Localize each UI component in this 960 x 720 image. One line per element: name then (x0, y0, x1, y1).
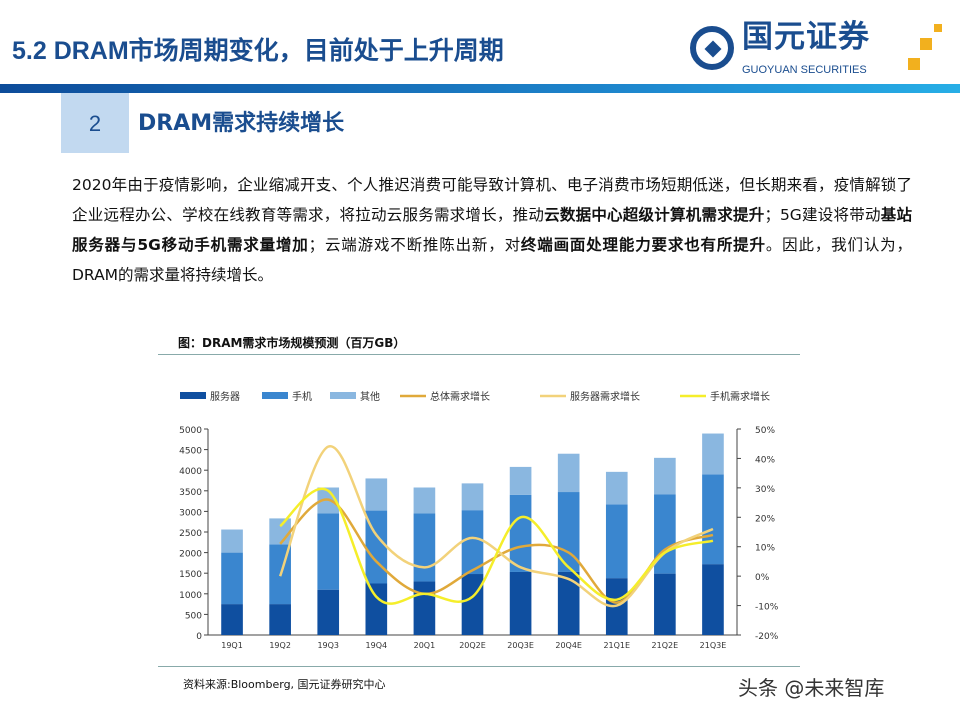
legend-swatch (262, 392, 288, 399)
y2-tick-label: 20% (755, 514, 775, 524)
bar-server (461, 574, 484, 635)
y-tick-label: 5000 (179, 426, 202, 436)
legend-swatch (330, 392, 356, 399)
company-logo: 国元证券 GUOYUAN SECURITIES (690, 20, 955, 82)
y-tick-label: 2000 (179, 550, 202, 560)
legend-label: 手机 (292, 390, 312, 403)
body-paragraph: 2020年由于疫情影响，企业缩减开支、个人推迟消费可能导致计算机、电子消费市场短… (72, 170, 912, 290)
y-tick-label: 1500 (179, 570, 202, 580)
header-band (0, 84, 960, 93)
bar-server (509, 571, 532, 635)
y2-tick-label: -20% (755, 632, 779, 642)
x-tick-label: 20Q4E (555, 641, 582, 650)
emphasis-text: 基站服务器与5G移动手机需求量增加 (72, 206, 912, 254)
y2-tick-label: 10% (755, 544, 775, 554)
logo-emblem-icon (690, 26, 734, 70)
bar-mobile (702, 474, 724, 565)
y2-tick-label: 0% (755, 573, 770, 583)
legend-label: 手机需求增长 (710, 390, 770, 403)
x-tick-label: 20Q3E (507, 641, 534, 650)
bar-other (654, 457, 676, 495)
y2-tick-label: 40% (755, 455, 775, 465)
y2-tick-label: 50% (755, 426, 775, 436)
section-number: 2 (61, 93, 129, 153)
body-text: 。因此，我们认为，DRAM的需求量将持续增长。 (72, 236, 912, 284)
bar-other (461, 483, 484, 511)
x-tick-label: 19Q2 (269, 641, 291, 650)
x-tick-label: 19Q4 (366, 641, 388, 650)
logo-square-icon (934, 24, 942, 32)
x-tick-label: 20Q2E (459, 641, 486, 650)
y-tick-label: 500 (185, 611, 202, 621)
body-text: ；云端游戏不断推陈出新，对 (308, 236, 521, 254)
bar-mobile (605, 504, 628, 579)
section-title: DRAM需求持续增长 (138, 111, 345, 136)
bar-server (654, 573, 676, 635)
bar-mobile (509, 494, 532, 572)
bar-server (413, 581, 436, 635)
y-tick-label: 0 (196, 632, 202, 642)
x-tick-label: 19Q3 (317, 641, 339, 650)
bar-other (221, 529, 243, 553)
bar-other (365, 478, 388, 511)
source-divider (158, 666, 800, 667)
x-tick-label: 21Q2E (652, 641, 679, 650)
body-text: 2020年由于疫情影响，企业缩减开支、个人推迟消费可能导致计算机、电子消费市场短… (72, 176, 912, 224)
bar-server (365, 583, 388, 635)
logo-text-cn: 国元证券 (742, 19, 870, 55)
bar-mobile (317, 513, 340, 590)
logo-square-icon (908, 58, 920, 70)
y-tick-label: 2500 (179, 529, 202, 539)
bar-mobile (221, 552, 243, 605)
chart-title-divider (158, 354, 800, 355)
y-tick-label: 4000 (179, 467, 202, 477)
bar-mobile (413, 513, 436, 582)
bar-server (557, 571, 580, 635)
y-tick-label: 3000 (179, 508, 202, 518)
y2-tick-label: -10% (755, 603, 779, 613)
bar-server (702, 564, 724, 635)
y-tick-label: 4500 (179, 447, 202, 457)
bar-other (557, 453, 580, 493)
x-tick-label: 21Q1E (603, 641, 630, 650)
x-tick-label: 21Q3E (700, 641, 727, 650)
x-tick-label: 19Q1 (221, 641, 243, 650)
legend-label: 其他 (360, 390, 380, 403)
emphasis-text: 终端画面处理能力要求也有所提升 (520, 236, 766, 254)
bar-server (221, 604, 243, 635)
bar-mobile (557, 492, 580, 572)
dram-demand-chart: 服务器 手机 其他 总体需求增长 服务器需求增长 手机需求增长 0 500 1000 1500 20… (179, 390, 779, 650)
y2-tick-label: 30% (755, 485, 775, 495)
source-note: 资料来源:Bloomberg, 国元证券研究中心 (183, 678, 386, 691)
bar-other (509, 466, 532, 495)
bar-other (605, 471, 628, 505)
bar-server (317, 589, 340, 635)
y-tick-label: 3500 (179, 488, 202, 498)
growth-line-server (278, 445, 714, 608)
legend-swatch (180, 392, 206, 399)
bar-other (702, 433, 724, 475)
bar-server (269, 604, 291, 635)
legend-label: 服务器需求增长 (570, 390, 640, 403)
legend-label: 总体需求增长 (430, 390, 490, 403)
chart-title: 图：DRAM需求市场规模预测（百万GB） (178, 336, 406, 350)
logo-square-icon (920, 38, 932, 50)
growth-line-mobile (279, 487, 714, 605)
x-tick-label: 20Q1 (414, 641, 436, 650)
emphasis-text: 云数据中心超级计算机需求提升 (544, 206, 765, 224)
bar-other (413, 487, 436, 514)
watermark: 头条 @未来智库 (738, 676, 885, 700)
page-title: 5.2 DRAM市场周期变化，目前处于上升周期 (12, 37, 504, 65)
legend-label: 服务器 (210, 390, 240, 403)
bar-other (269, 518, 291, 545)
y-tick-label: 1000 (179, 591, 202, 601)
bar-mobile (461, 510, 484, 575)
body-text: ；5G建设将带动 (764, 206, 881, 224)
logo-text-en: GUOYUAN SECURITIES (742, 64, 867, 76)
